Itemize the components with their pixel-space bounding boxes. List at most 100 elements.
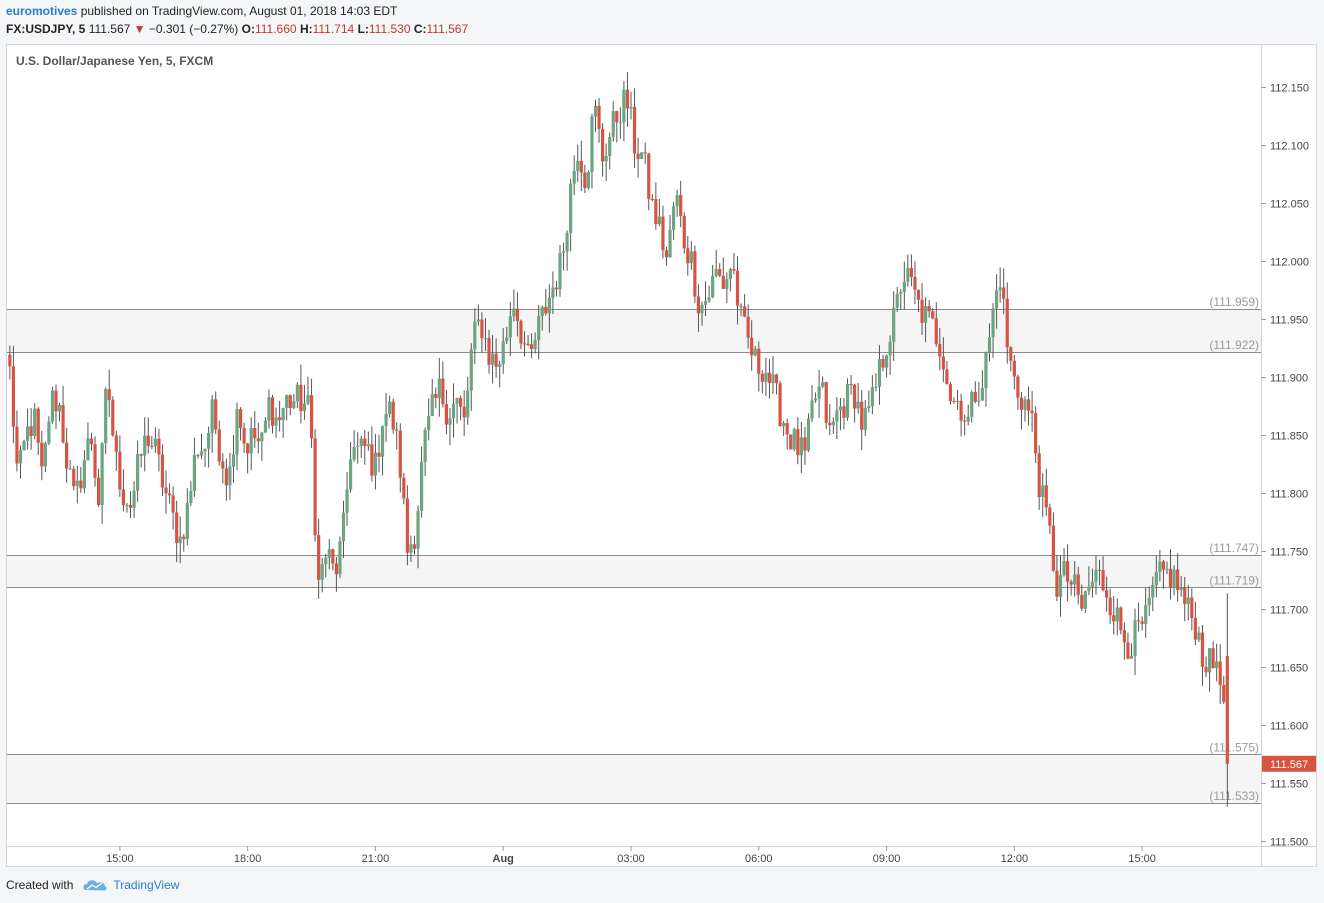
candle-body bbox=[466, 390, 470, 418]
candle-body bbox=[327, 549, 331, 558]
low-value: 111.530 bbox=[368, 22, 411, 36]
candle-body bbox=[906, 268, 910, 282]
candle-body bbox=[260, 432, 264, 442]
candle-body bbox=[554, 287, 559, 290]
candle-body bbox=[565, 232, 569, 252]
candle-body bbox=[157, 438, 161, 455]
candle-body bbox=[256, 438, 260, 442]
candle-body bbox=[728, 269, 732, 280]
candle-body bbox=[427, 415, 431, 430]
candle-body bbox=[189, 491, 193, 504]
symbol-label: FX:USDJPY, 5 bbox=[6, 22, 86, 36]
candle-body bbox=[902, 281, 906, 292]
candle-body bbox=[899, 291, 903, 294]
candle-body bbox=[128, 504, 133, 508]
candle-body bbox=[1186, 597, 1190, 604]
author-link[interactable]: euromotives bbox=[6, 4, 78, 18]
candle-body bbox=[625, 89, 630, 109]
candle-body bbox=[821, 382, 825, 387]
y-tick-label: 111.550 bbox=[1270, 779, 1308, 791]
high-value: 111.714 bbox=[312, 22, 355, 36]
candle-body bbox=[618, 122, 622, 124]
candle-body bbox=[945, 369, 949, 385]
candle-body bbox=[867, 406, 871, 409]
candle-body bbox=[68, 468, 72, 470]
candle-body bbox=[1005, 298, 1009, 348]
candlestick-chart[interactable]: (111.959) (111.922) (111.747) (111.719) (111… bbox=[7, 45, 1316, 866]
candle-body bbox=[1041, 485, 1045, 498]
candle-body bbox=[622, 89, 626, 123]
candle-body bbox=[615, 111, 619, 123]
candle-body bbox=[494, 353, 498, 367]
candle-body bbox=[263, 420, 268, 433]
candle-body bbox=[533, 340, 537, 349]
candle-body bbox=[412, 544, 417, 549]
candle-body bbox=[405, 498, 409, 553]
candle-body bbox=[459, 397, 463, 407]
candle-body bbox=[675, 195, 679, 207]
candle-body bbox=[984, 352, 988, 389]
candle-body bbox=[774, 374, 779, 384]
chart-panel[interactable]: (111.959) (111.922) (111.747) (111.719) (111… bbox=[6, 44, 1317, 867]
candle-body bbox=[82, 460, 86, 489]
candle-body bbox=[888, 341, 892, 356]
candle-body bbox=[18, 450, 23, 464]
candle-body bbox=[11, 366, 15, 427]
y-tick-label: 111.650 bbox=[1270, 663, 1308, 675]
candle-body bbox=[1094, 569, 1098, 582]
candle-body bbox=[1133, 620, 1137, 656]
candle-body bbox=[203, 448, 207, 452]
tradingview-cloud-icon[interactable] bbox=[83, 878, 107, 892]
level-label: (111.533) bbox=[1209, 789, 1259, 803]
candle-body bbox=[1009, 347, 1013, 361]
candle-body bbox=[505, 337, 509, 342]
candle-body bbox=[1069, 581, 1073, 585]
candle-body bbox=[991, 308, 995, 337]
candle-body bbox=[114, 435, 118, 452]
candle-body bbox=[963, 420, 967, 422]
candle-body bbox=[920, 299, 924, 323]
candle-body bbox=[309, 395, 314, 439]
candle-body bbox=[1023, 399, 1027, 410]
candle-body bbox=[1140, 621, 1144, 624]
tradingview-brand-link[interactable]: TradingView bbox=[113, 878, 180, 892]
candle-body bbox=[136, 454, 140, 491]
candle-body bbox=[952, 400, 956, 402]
candle-body bbox=[1065, 561, 1070, 582]
candle-body bbox=[1183, 587, 1187, 604]
candle-body bbox=[1211, 648, 1215, 668]
candle-body bbox=[1080, 594, 1084, 609]
candle-body bbox=[1197, 632, 1201, 640]
candle-body bbox=[409, 544, 413, 553]
y-tick-label: 111.900 bbox=[1270, 373, 1308, 385]
open-value: 111.660 bbox=[254, 22, 297, 36]
candle-body bbox=[270, 397, 275, 426]
x-tick-label: 15:00 bbox=[1128, 853, 1156, 865]
candle-body bbox=[373, 452, 378, 476]
candle-body bbox=[377, 452, 381, 457]
candle-body bbox=[980, 388, 985, 401]
candle-body bbox=[916, 289, 921, 300]
candle-body bbox=[782, 423, 786, 427]
candle-body bbox=[877, 359, 882, 387]
candle-body bbox=[1144, 605, 1148, 624]
candle-body bbox=[714, 268, 718, 276]
candle-body bbox=[118, 451, 122, 490]
x-tick-label: 09:00 bbox=[873, 853, 901, 865]
candle-body bbox=[235, 409, 239, 455]
candle-body bbox=[835, 410, 839, 422]
candle-body bbox=[143, 435, 147, 456]
candle-body bbox=[959, 400, 963, 421]
publish-line: euromotives published on TradingView.com… bbox=[6, 3, 397, 19]
candle-body bbox=[1136, 620, 1141, 622]
candle-body bbox=[1012, 360, 1016, 377]
candle-body bbox=[1207, 648, 1212, 673]
candle-body bbox=[317, 535, 321, 580]
candle-body bbox=[938, 343, 942, 357]
candle-body bbox=[718, 268, 722, 276]
candle-body bbox=[79, 480, 83, 489]
candle-body bbox=[778, 383, 782, 427]
low-label: L: bbox=[357, 22, 369, 36]
candle-body bbox=[93, 444, 97, 478]
candle-body bbox=[753, 348, 757, 356]
